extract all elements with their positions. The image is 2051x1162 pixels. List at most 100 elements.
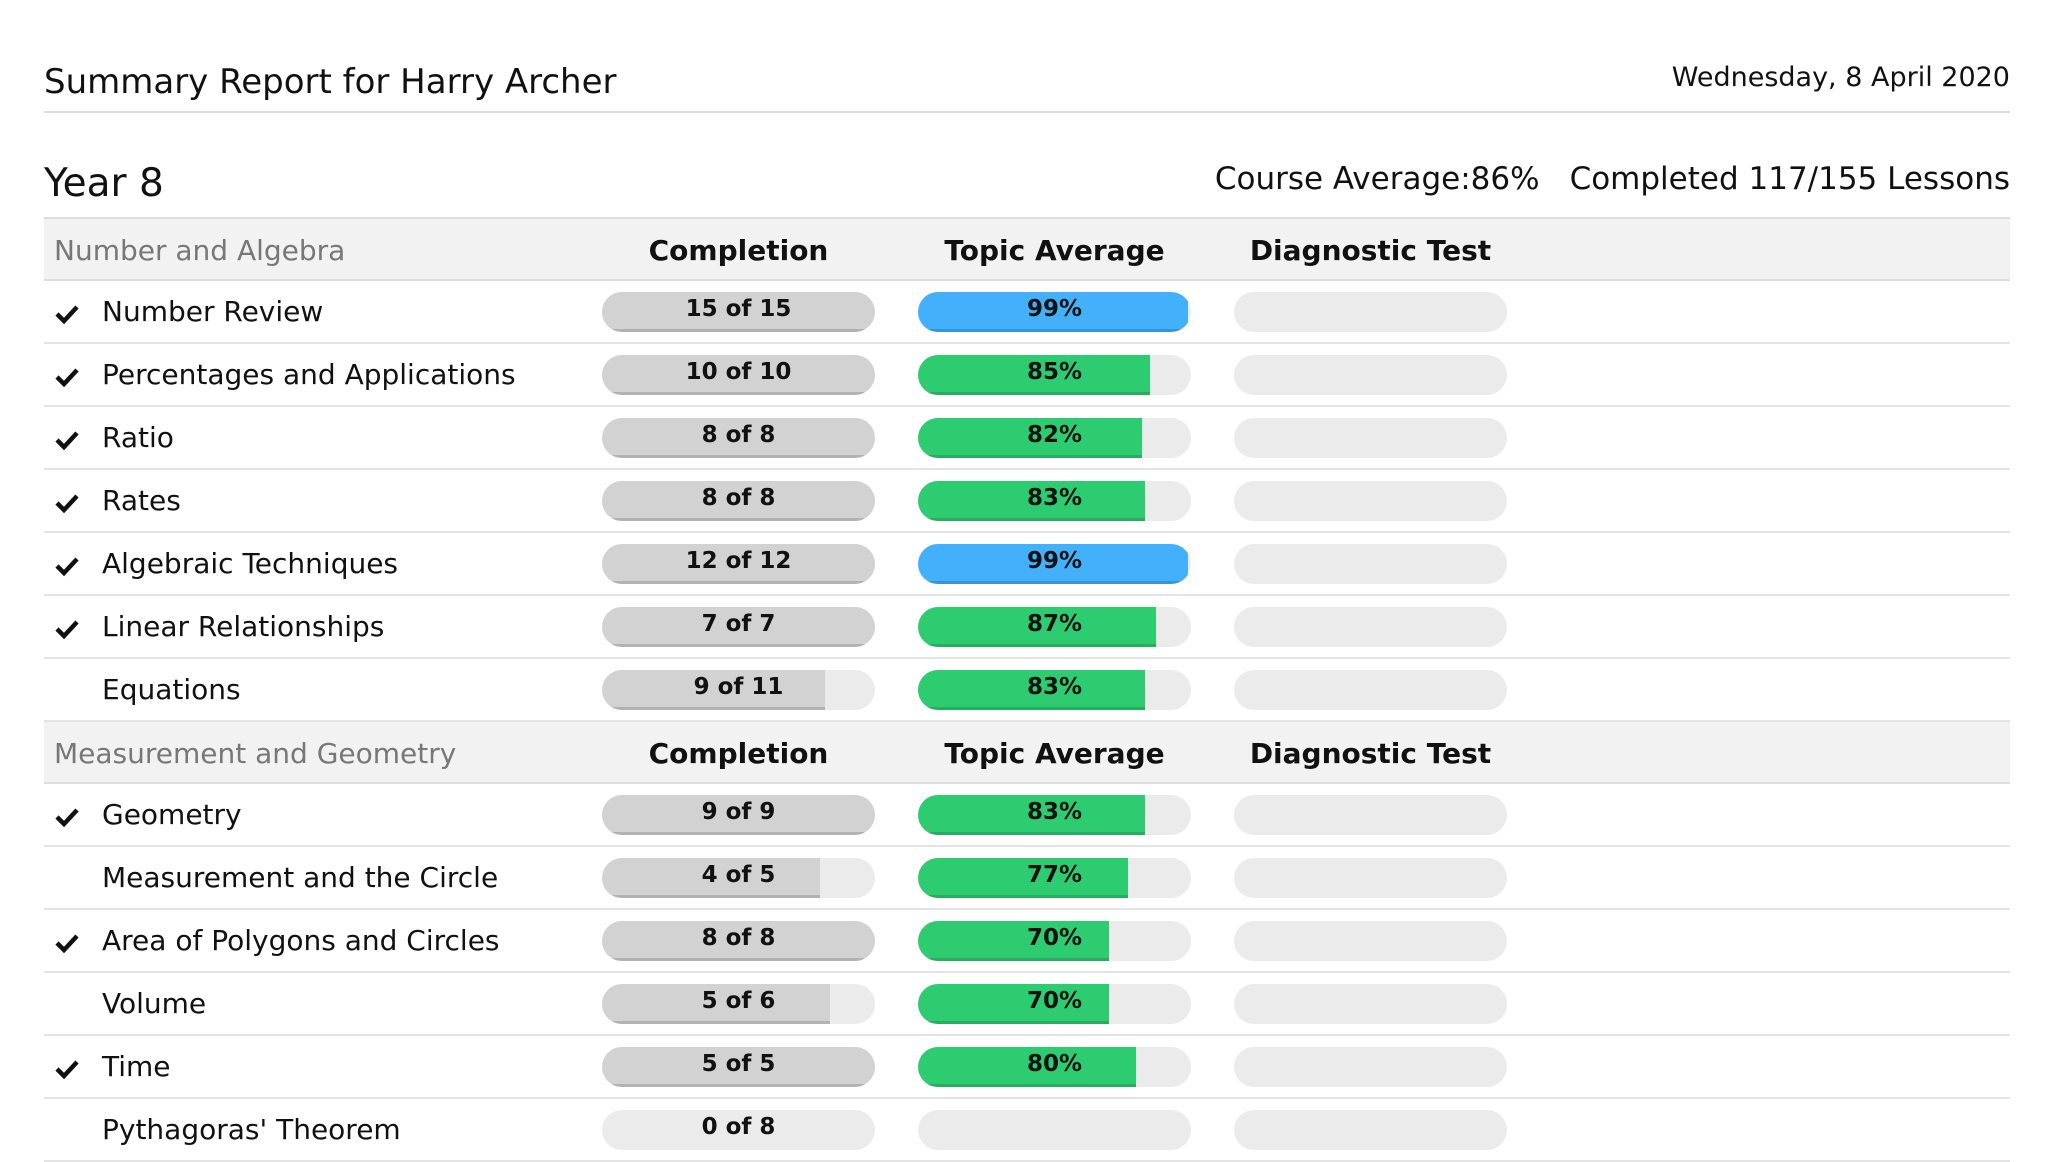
completion-label: 8 of 8 <box>701 925 776 951</box>
diagnostic-bar <box>1234 670 1507 710</box>
report-header: Summary Report for Harry Archer Wednesda… <box>44 0 2010 113</box>
topic-name: Equations <box>102 673 241 706</box>
topic-row: Volume 5 of 6 70% <box>44 973 2010 1036</box>
average-fill <box>918 984 1110 1024</box>
course-header: Year 8 Course Average:86% Completed 117/1… <box>44 113 2010 219</box>
average-fill <box>918 795 1145 835</box>
average-label: 82% <box>1026 422 1083 448</box>
completion-bar: 8 of 8 <box>602 481 875 521</box>
check-icon <box>55 620 79 640</box>
average-fill <box>918 481 1145 521</box>
check-icon <box>55 808 79 828</box>
completion-fill <box>602 418 875 458</box>
average-fill <box>918 418 1142 458</box>
topic-row: Percentages and Applications 10 of 10 85% <box>44 344 2010 407</box>
average-label: 83% <box>1026 799 1083 825</box>
completion-bar: 8 of 8 <box>602 418 875 458</box>
completion-fill <box>602 795 875 835</box>
average-bar: 70% <box>918 921 1191 961</box>
completion-fill <box>602 481 875 521</box>
average-bar: 99% <box>918 544 1191 584</box>
sections: Number and Algebra Completion Topic Averag… <box>44 219 2010 1162</box>
completion-label: 10 of 10 <box>685 359 792 385</box>
average-bar: 80% <box>918 1047 1191 1087</box>
checkmark <box>54 362 80 395</box>
completion-bar: 9 of 9 <box>602 795 875 835</box>
completion-label: 12 of 12 <box>685 548 792 574</box>
average-bar: 70% <box>918 984 1191 1024</box>
completion-fill <box>602 1047 875 1087</box>
completion-label: 5 of 5 <box>701 1051 776 1077</box>
average-bar: 83% <box>918 795 1191 835</box>
average-label: 99% <box>1026 548 1083 574</box>
average-fill <box>918 670 1145 710</box>
completion-fill <box>602 355 875 395</box>
checkmark <box>54 928 80 961</box>
topic-name: Pythagoras' Theorem <box>102 1113 401 1146</box>
completion-label: 9 of 9 <box>701 799 776 825</box>
average-label: 87% <box>1026 611 1083 637</box>
column-header: Diagnostic Test <box>1249 234 1492 267</box>
average-fill <box>918 544 1189 584</box>
report-title: Summary Report for Harry Archer <box>44 62 617 102</box>
diagnostic-bar <box>1234 984 1507 1024</box>
diagnostic-bar <box>1234 795 1507 835</box>
average-fill <box>918 921 1110 961</box>
course-average: Course Average:86% <box>1214 161 1540 197</box>
checkmark <box>54 299 80 332</box>
topic-name: Area of Polygons and Circles <box>102 924 500 957</box>
section-header: Measurement and Geometry Completion Topic … <box>44 722 2010 784</box>
diagnostic-bar <box>1234 1110 1507 1150</box>
completion-fill <box>602 607 875 647</box>
course-name: Year 8 <box>44 161 164 206</box>
average-bar: 82% <box>918 418 1191 458</box>
average-label: 83% <box>1026 674 1083 700</box>
completion-bar: 7 of 7 <box>602 607 875 647</box>
column-header: Completion <box>648 234 829 267</box>
diagnostic-bar <box>1234 544 1507 584</box>
diagnostic-bar <box>1234 607 1507 647</box>
check-icon <box>55 1060 79 1080</box>
topic-row: Pythagoras' Theorem 0 of 8 <box>44 1099 2010 1162</box>
topic-name: Algebraic Techniques <box>102 547 399 580</box>
check-icon <box>55 494 79 514</box>
average-bar <box>918 1110 1191 1150</box>
completion-label: 5 of 6 <box>701 988 776 1014</box>
topic-row: Equations 9 of 11 83% <box>44 659 2010 722</box>
report-date: Wednesday, 8 April 2020 <box>1671 62 2010 93</box>
section-name: Number and Algebra <box>54 234 346 267</box>
topic-row: Time 5 of 5 80% <box>44 1036 2010 1099</box>
diagnostic-bar <box>1234 355 1507 395</box>
diagnostic-bar <box>1234 921 1507 961</box>
average-bar: 99% <box>918 292 1191 332</box>
completion-bar: 0 of 8 <box>602 1110 875 1150</box>
topic-name: Rates <box>102 484 181 517</box>
course-completed: Completed 117/155 Lessons <box>1569 161 2010 197</box>
course-stats: Course Average:86% Completed 117/155 Less… <box>1185 161 2010 197</box>
topic-row: Measurement and the Circle 4 of 5 77% <box>44 847 2010 910</box>
average-bar: 83% <box>918 481 1191 521</box>
diagnostic-bar <box>1234 1047 1507 1087</box>
checkmark <box>54 488 80 521</box>
average-label: 85% <box>1026 359 1083 385</box>
topic-row: Algebraic Techniques 12 of 12 99% <box>44 533 2010 596</box>
average-label: 99% <box>1026 296 1083 322</box>
completion-fill <box>602 984 830 1024</box>
completion-label: 9 of 11 <box>693 674 784 700</box>
completion-label: 4 of 5 <box>701 862 776 888</box>
average-bar: 83% <box>918 670 1191 710</box>
average-fill <box>918 1047 1137 1087</box>
check-icon <box>55 934 79 954</box>
topic-row: Number Review 15 of 15 99% <box>44 281 2010 344</box>
average-label: 77% <box>1026 862 1083 888</box>
checkmark <box>54 614 80 647</box>
average-label: 70% <box>1026 925 1083 951</box>
average-label: 70% <box>1026 988 1083 1014</box>
topic-name: Time <box>102 1050 171 1083</box>
check-icon <box>55 557 79 577</box>
completion-label: 8 of 8 <box>701 422 776 448</box>
completion-bar: 10 of 10 <box>602 355 875 395</box>
completion-label: 8 of 8 <box>701 485 776 511</box>
completion-bar: 15 of 15 <box>602 292 875 332</box>
